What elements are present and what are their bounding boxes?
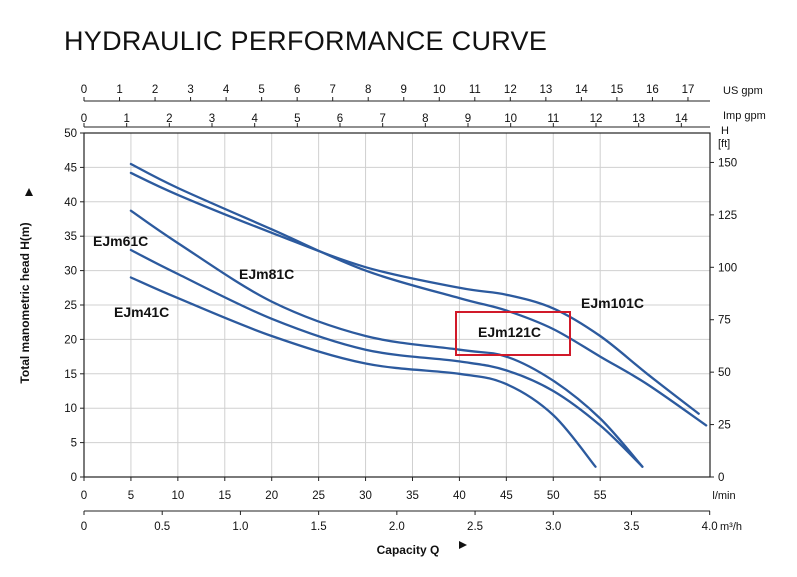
us-gpm-tick-label: 14 <box>575 84 588 96</box>
y-tick-label: 45 <box>64 162 77 174</box>
us-gpm-tick-label: 4 <box>223 84 230 96</box>
grid <box>83 132 711 478</box>
axes: 051015202530354045500255075100125150H[ft… <box>18 84 766 557</box>
highlight-box <box>455 311 571 356</box>
m3h-tick-label: 3.5 <box>623 521 639 533</box>
series-label-ejm101c: EJm101C <box>581 295 644 311</box>
imp-gpm-tick-label: 12 <box>590 113 603 125</box>
us-gpm-tick-label: 16 <box>646 84 659 96</box>
series-label-ejm61c: EJm61C <box>93 233 148 249</box>
right-axis-unit-ft: [ft] <box>718 138 730 150</box>
ft-tick-label: 75 <box>718 315 731 327</box>
y-tick-label: 25 <box>64 300 77 312</box>
x-tick-label: 10 <box>171 490 184 502</box>
us-gpm-tick-label: 1 <box>116 84 122 96</box>
x-unit-label: l/min <box>712 490 735 502</box>
x-tick-label: 5 <box>128 490 134 502</box>
x-axis-arrow-icon <box>459 541 467 549</box>
x-tick-label: 45 <box>500 490 513 502</box>
imp-gpm-tick-label: 7 <box>379 113 385 125</box>
ft-tick-label: 50 <box>718 367 731 379</box>
y-tick-label: 50 <box>64 128 77 140</box>
imp-gpm-tick-label: 6 <box>337 113 343 125</box>
ft-tick-label: 150 <box>718 157 737 169</box>
imp-gpm-tick-label: 14 <box>675 113 688 125</box>
imp-gpm-tick-label: 9 <box>465 113 471 125</box>
imp-gpm-tick-label: 1 <box>123 113 129 125</box>
imp-gpm-tick-label: 10 <box>504 113 517 125</box>
imp-gpm-unit-label: Imp gpm <box>723 110 766 122</box>
x-tick-label: 30 <box>359 490 372 502</box>
y-axis-arrow-icon <box>25 188 33 196</box>
us-gpm-tick-label: 9 <box>401 84 407 96</box>
curve-ejm101c <box>129 171 700 415</box>
right-axis-unit-h: H <box>721 125 729 137</box>
labels: EJm41C EJm61C EJm81C EJm101C EJm121C <box>93 233 644 356</box>
us-gpm-tick-label: 0 <box>81 84 87 96</box>
y-tick-label: 10 <box>64 403 77 415</box>
y-tick-label: 40 <box>64 197 77 209</box>
x-tick-label: 55 <box>594 490 607 502</box>
us-gpm-tick-label: 8 <box>365 84 371 96</box>
y-tick-label: 15 <box>64 369 77 381</box>
x-tick-label: 40 <box>453 490 466 502</box>
imp-gpm-tick-label: 2 <box>166 113 172 125</box>
curve-ejm121c <box>129 162 708 427</box>
x-tick-label: 15 <box>218 490 231 502</box>
us-gpm-tick-label: 6 <box>294 84 300 96</box>
y-tick-label: 30 <box>64 266 77 278</box>
imp-gpm-tick-label: 5 <box>294 113 300 125</box>
m3h-tick-label: 1.5 <box>311 521 327 533</box>
m3h-tick-label: 1.0 <box>232 521 248 533</box>
us-gpm-tick-label: 12 <box>504 84 517 96</box>
x-tick-label: 35 <box>406 490 419 502</box>
us-gpm-tick-label: 13 <box>539 84 552 96</box>
series-label-ejm81c: EJm81C <box>239 266 294 282</box>
imp-gpm-tick-label: 8 <box>422 113 428 125</box>
y-tick-label: 20 <box>64 334 77 346</box>
us-gpm-tick-label: 7 <box>329 84 335 96</box>
curves <box>129 162 708 468</box>
ft-tick-label: 25 <box>718 420 731 432</box>
us-gpm-tick-label: 15 <box>611 84 624 96</box>
imp-gpm-tick-label: 0 <box>81 113 87 125</box>
us-gpm-tick-label: 11 <box>469 84 481 96</box>
y-tick-label: 35 <box>64 231 77 243</box>
x-tick-label: 0 <box>81 490 87 502</box>
y-tick-label: 5 <box>71 438 77 450</box>
us-gpm-tick-label: 17 <box>682 84 695 96</box>
ft-tick-label: 125 <box>718 210 737 222</box>
m3h-tick-label: 0 <box>81 521 87 533</box>
m3h-unit-label: m³/h <box>720 521 742 533</box>
us-gpm-unit-label: US gpm <box>723 85 763 97</box>
curve-ejm61c <box>129 248 644 468</box>
us-gpm-tick-label: 3 <box>187 84 193 96</box>
x-tick-label: 25 <box>312 490 325 502</box>
us-gpm-tick-label: 5 <box>258 84 264 96</box>
imp-gpm-tick-label: 13 <box>632 113 645 125</box>
x-tick-label: 20 <box>265 490 278 502</box>
curve-ejm81c <box>129 209 644 468</box>
imp-gpm-tick-label: 11 <box>547 113 559 125</box>
chart-title: HYDRAULIC PERFORMANCE CURVE <box>64 26 548 56</box>
y-tick-label: 0 <box>71 472 77 484</box>
us-gpm-tick-label: 2 <box>152 84 158 96</box>
y-axis-title: Total manometric head H(m) <box>18 222 32 383</box>
series-label-ejm41c: EJm41C <box>114 304 169 320</box>
m3h-tick-label: 4.0 <box>702 521 718 533</box>
m3h-tick-label: 2.5 <box>467 521 483 533</box>
ft-tick-label: 100 <box>718 262 737 274</box>
ft-tick-label: 0 <box>718 472 724 484</box>
curve-ejm41c <box>129 276 597 468</box>
m3h-tick-label: 3.0 <box>545 521 561 533</box>
us-gpm-tick-label: 10 <box>433 84 446 96</box>
x-tick-label: 50 <box>547 490 560 502</box>
imp-gpm-tick-label: 4 <box>251 113 258 125</box>
m3h-tick-label: 2.0 <box>389 521 405 533</box>
m3h-tick-label: 0.5 <box>154 521 170 533</box>
x-axis-title: Capacity Q <box>377 543 440 557</box>
imp-gpm-tick-label: 3 <box>209 113 215 125</box>
series-label-ejm121c: EJm121C <box>478 324 541 340</box>
